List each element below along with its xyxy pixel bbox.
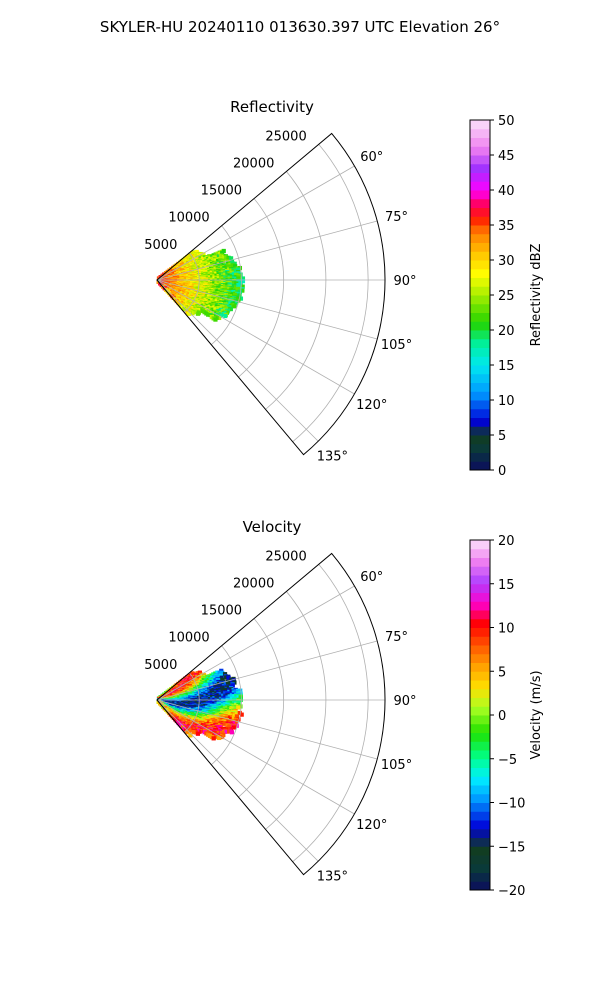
panel-title: Velocity bbox=[243, 518, 302, 536]
azimuth-tick-label: 135° bbox=[317, 869, 348, 884]
reflectivity-panel: Reflectivity500010000150002000025000Mete… bbox=[144, 98, 544, 479]
radial-tick-label: 20000 bbox=[233, 156, 274, 171]
colorbar: 0 5 10 15 20 25 30 35 40 45 50 Reflectivity dBZ bbox=[469, 114, 544, 479]
radial-tick-label: 15000 bbox=[201, 604, 242, 619]
azimuth-tick-label: 60° bbox=[360, 570, 383, 585]
radial-tick-label: 5000 bbox=[144, 658, 177, 673]
radial-tick-label: 5000 bbox=[144, 238, 177, 253]
colorbar-tick-label: 5 bbox=[498, 665, 506, 680]
figure-title: SKYLER-HU 20240110 013630.397 UTC Elevat… bbox=[100, 18, 500, 36]
azimuth-tick-label: 75° bbox=[385, 630, 408, 645]
radial-tick-label: 20000 bbox=[233, 576, 274, 591]
radial-tick-label: 15000 bbox=[201, 184, 242, 199]
colorbar-tick-label: 40 bbox=[498, 184, 515, 199]
velocity-panel: Velocity500010000150002000025000Meters60… bbox=[144, 518, 544, 899]
colorbar-tick-label: 15 bbox=[498, 359, 515, 374]
azimuth-tick-label: 105° bbox=[381, 758, 412, 773]
colorbar-tick-label: 0 bbox=[498, 464, 506, 479]
azimuth-tick-label: 75° bbox=[385, 210, 408, 225]
radial-tick-label: 25000 bbox=[265, 549, 306, 564]
azimuth-tick-label: 135° bbox=[317, 449, 348, 464]
radar-echo bbox=[156, 668, 244, 741]
colorbar-tick-label: 10 bbox=[498, 394, 515, 409]
colorbar-tick-label: 20 bbox=[498, 534, 515, 549]
polar-grid bbox=[156, 144, 385, 443]
colorbar: −20 −15 −10 −5 0 5 10 15 20 Velocity (m/s) bbox=[469, 534, 544, 899]
colorbar-tick-label: −20 bbox=[498, 884, 525, 899]
colorbar-tick-label: 50 bbox=[498, 114, 515, 129]
colorbar-label: Reflectivity dBZ bbox=[529, 244, 544, 347]
colorbar-tick-label: 45 bbox=[498, 149, 515, 164]
sector-outline bbox=[156, 132, 386, 456]
colorbar-tick-label: 5 bbox=[498, 429, 506, 444]
colorbar-tick-label: 35 bbox=[498, 219, 515, 234]
colorbar-tick-label: 25 bbox=[498, 289, 515, 304]
azimuth-tick-label: 120° bbox=[356, 398, 387, 413]
polar-grid bbox=[156, 564, 385, 863]
panel-title: Reflectivity bbox=[230, 98, 314, 116]
azimuth-tick-label: 105° bbox=[381, 338, 412, 353]
azimuth-tick-label: 120° bbox=[356, 818, 387, 833]
azimuth-tick-label: 60° bbox=[360, 150, 383, 165]
radial-tick-label: 10000 bbox=[168, 211, 209, 226]
colorbar-tick-label: 20 bbox=[498, 324, 515, 339]
radar-echo bbox=[156, 248, 246, 322]
colorbar-tick-label: −15 bbox=[498, 840, 525, 855]
colorbar-tick-label: −5 bbox=[498, 753, 517, 768]
radial-tick-label: 10000 bbox=[168, 631, 209, 646]
azimuth-tick-label: 90° bbox=[393, 274, 416, 289]
colorbar-tick-label: 15 bbox=[498, 578, 515, 593]
colorbar-tick-label: 10 bbox=[498, 622, 515, 637]
colorbar-tick-label: 0 bbox=[498, 709, 506, 724]
sector-outline bbox=[156, 552, 386, 876]
colorbar-tick-label: 30 bbox=[498, 254, 515, 269]
azimuth-tick-label: 90° bbox=[393, 694, 416, 709]
colorbar-label: Velocity (m/s) bbox=[529, 670, 544, 759]
radial-tick-label: 25000 bbox=[265, 129, 306, 144]
colorbar-tick-label: −10 bbox=[498, 797, 525, 812]
